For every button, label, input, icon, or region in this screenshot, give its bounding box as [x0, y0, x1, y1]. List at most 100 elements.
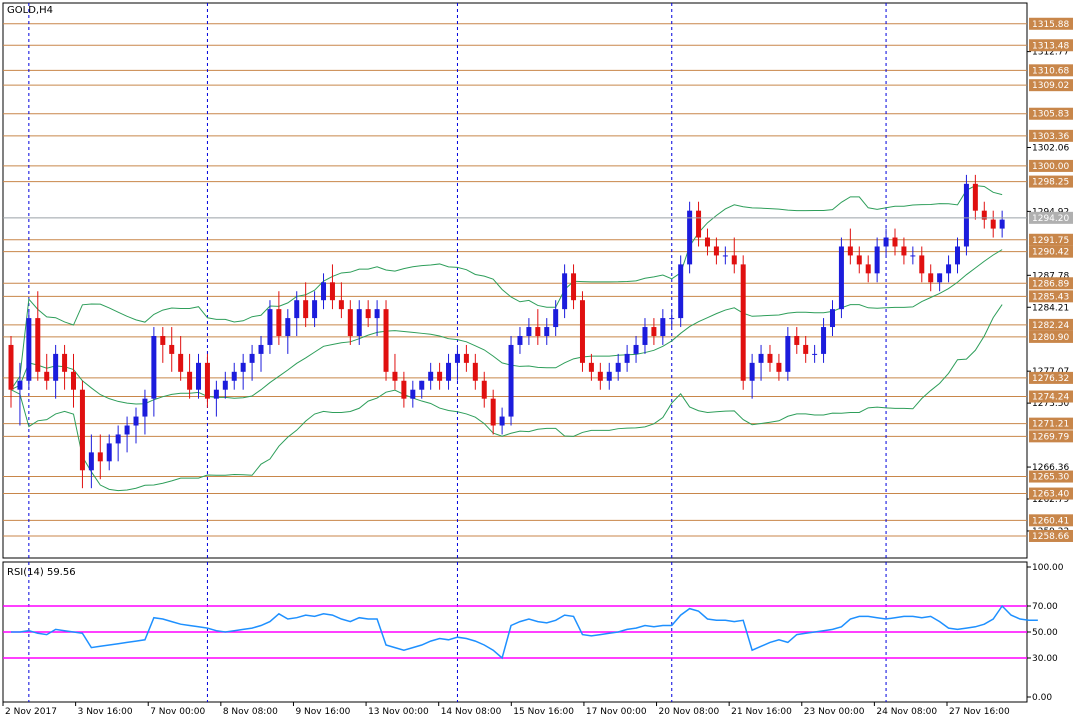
candle-body[interactable]	[946, 264, 952, 274]
candle-body[interactable]	[954, 246, 960, 265]
candle-body[interactable]	[71, 371, 77, 390]
candle-body[interactable]	[785, 336, 791, 372]
candle-body[interactable]	[79, 389, 85, 471]
candle-body[interactable]	[669, 318, 675, 320]
candle-body[interactable]	[999, 219, 1005, 229]
candle-body[interactable]	[231, 371, 237, 381]
candle-body[interactable]	[731, 255, 737, 265]
candle-body[interactable]	[856, 255, 862, 265]
candle-body[interactable]	[901, 246, 907, 256]
candle-body[interactable]	[615, 362, 621, 372]
candle-body[interactable]	[606, 371, 612, 381]
candle-body[interactable]	[874, 246, 880, 274]
candle-body[interactable]	[847, 246, 853, 256]
candle-body[interactable]	[303, 300, 309, 319]
candle-body[interactable]	[365, 309, 371, 319]
candle-body[interactable]	[178, 353, 184, 372]
candle-body[interactable]	[937, 273, 943, 283]
candle-body[interactable]	[749, 362, 755, 381]
candle-body[interactable]	[883, 237, 889, 247]
candle-body[interactable]	[285, 318, 291, 336]
candle-body[interactable]	[222, 380, 228, 390]
candle-body[interactable]	[463, 353, 469, 363]
candle-body[interactable]	[633, 344, 639, 354]
candle-body[interactable]	[651, 327, 657, 336]
candle-body[interactable]	[579, 300, 585, 363]
candle-body[interactable]	[722, 255, 728, 257]
candle-body[interactable]	[499, 416, 505, 426]
candle-body[interactable]	[963, 183, 969, 247]
candle-body[interactable]	[990, 219, 996, 229]
candle-body[interactable]	[624, 353, 630, 363]
candle-body[interactable]	[928, 273, 934, 283]
candle-body[interactable]	[776, 362, 782, 372]
candle-body[interactable]	[812, 353, 818, 355]
candle-body[interactable]	[910, 255, 916, 257]
candle-body[interactable]	[972, 183, 978, 211]
candle-body[interactable]	[544, 327, 550, 336]
candle-body[interactable]	[696, 210, 702, 238]
candle-body[interactable]	[919, 255, 925, 274]
candle-body[interactable]	[821, 327, 827, 354]
candle-body[interactable]	[410, 389, 416, 399]
candle-body[interactable]	[97, 452, 103, 462]
candle-body[interactable]	[401, 380, 407, 399]
candle-body[interactable]	[562, 273, 568, 310]
candle-body[interactable]	[428, 371, 434, 381]
candle-body[interactable]	[62, 353, 68, 372]
candle-body[interactable]	[892, 237, 898, 247]
candle-body[interactable]	[829, 309, 835, 328]
candle-body[interactable]	[160, 336, 166, 345]
candle-body[interactable]	[981, 210, 987, 220]
candle-body[interactable]	[437, 371, 443, 381]
candle-body[interactable]	[713, 246, 719, 256]
candle-body[interactable]	[678, 264, 684, 319]
candle-body[interactable]	[660, 318, 666, 336]
candle-body[interactable]	[704, 237, 710, 247]
candle-body[interactable]	[169, 344, 175, 354]
candle-body[interactable]	[329, 282, 335, 301]
candle-body[interactable]	[517, 336, 523, 345]
candle-body[interactable]	[240, 362, 246, 372]
candle-body[interactable]	[687, 210, 693, 265]
candle-body[interactable]	[151, 336, 157, 399]
candle-body[interactable]	[803, 344, 809, 354]
candle-body[interactable]	[446, 362, 452, 381]
candle-body[interactable]	[17, 380, 23, 390]
candle-body[interactable]	[642, 327, 648, 345]
candle-body[interactable]	[526, 327, 532, 336]
candle-body[interactable]	[267, 309, 273, 345]
candle-body[interactable]	[419, 380, 425, 390]
candle-body[interactable]	[338, 300, 344, 310]
candle-body[interactable]	[767, 353, 773, 363]
candle-body[interactable]	[8, 344, 14, 390]
candle-body[interactable]	[321, 282, 327, 301]
candle-body[interactable]	[356, 309, 362, 336]
candle-body[interactable]	[535, 327, 541, 336]
candle-body[interactable]	[740, 264, 746, 381]
candle-body[interactable]	[213, 389, 219, 399]
candle-body[interactable]	[44, 371, 50, 381]
candle-body[interactable]	[553, 309, 559, 328]
candle-body[interactable]	[794, 336, 800, 345]
candle-body[interactable]	[597, 371, 603, 381]
candle-body[interactable]	[571, 273, 577, 301]
candle-body[interactable]	[508, 344, 514, 417]
candle-body[interactable]	[142, 398, 148, 417]
candle-body[interactable]	[383, 309, 389, 372]
candle-body[interactable]	[472, 362, 478, 381]
candle-body[interactable]	[838, 246, 844, 310]
candle-body[interactable]	[758, 353, 764, 363]
candle-body[interactable]	[196, 362, 202, 390]
candle-body[interactable]	[392, 371, 398, 381]
candle-body[interactable]	[294, 300, 300, 319]
candle-body[interactable]	[187, 371, 193, 390]
candle-body[interactable]	[26, 318, 32, 381]
candle-body[interactable]	[481, 380, 487, 399]
candle-body[interactable]	[204, 362, 210, 399]
candle-body[interactable]	[124, 425, 130, 435]
candle-body[interactable]	[35, 318, 41, 372]
candle-body[interactable]	[115, 434, 121, 444]
candle-body[interactable]	[258, 344, 264, 354]
